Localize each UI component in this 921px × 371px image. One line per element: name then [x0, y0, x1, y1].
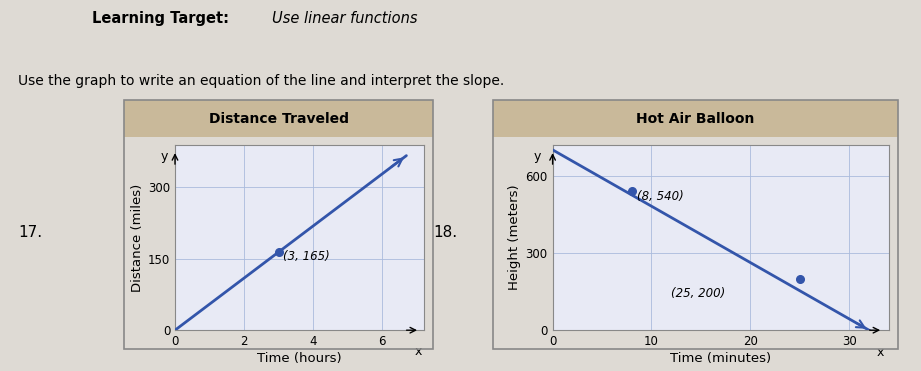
Text: Use linear functions: Use linear functions — [272, 11, 417, 26]
X-axis label: Time (hours): Time (hours) — [257, 352, 342, 365]
Text: (3, 165): (3, 165) — [283, 250, 330, 263]
Text: (8, 540): (8, 540) — [636, 190, 683, 203]
Text: 18.: 18. — [433, 225, 457, 240]
Text: Distance Traveled: Distance Traveled — [208, 112, 349, 126]
Y-axis label: Height (meters): Height (meters) — [508, 185, 521, 290]
Text: (25, 200): (25, 200) — [671, 287, 726, 300]
Text: Use the graph to write an equation of the line and interpret the slope.: Use the graph to write an equation of th… — [18, 74, 505, 88]
Y-axis label: Distance (miles): Distance (miles) — [131, 183, 144, 292]
Text: 17.: 17. — [18, 225, 42, 240]
Text: y: y — [534, 150, 542, 163]
Text: Learning Target:: Learning Target: — [92, 11, 229, 26]
Text: x: x — [876, 346, 884, 359]
Text: y: y — [161, 150, 169, 163]
Text: x: x — [415, 345, 423, 358]
Text: Hot Air Balloon: Hot Air Balloon — [636, 112, 754, 126]
X-axis label: Time (minutes): Time (minutes) — [670, 352, 771, 365]
